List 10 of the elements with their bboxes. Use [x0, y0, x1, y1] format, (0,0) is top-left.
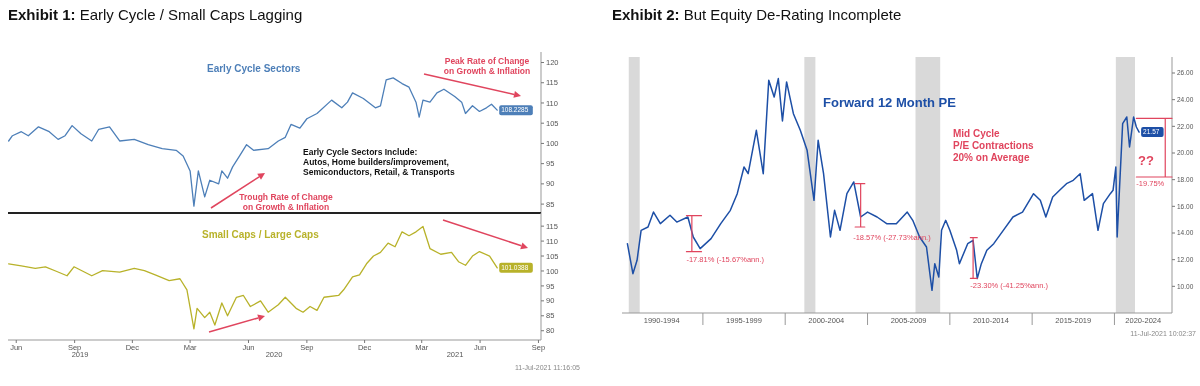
annotation: Early Cycle Sectors Include: Autos, Home builders/improvement, Semiconductors, Retail, & Transports	[303, 147, 455, 178]
annotation: Mid Cycle P/E Contractions 20% on Average	[953, 128, 1034, 163]
annotation: ??	[1138, 153, 1154, 168]
text: Early Cycle Sectors	[207, 63, 301, 74]
chart-title: Exhibit 1: Early Cycle / Small Caps Lagging	[8, 6, 303, 23]
text: Forward 12 Month PE	[823, 95, 957, 110]
annotation: Peak Rate of Change on Growth & Inflation	[443, 56, 531, 77]
chart-title: Exhibit 2: But Equity De-Rating Incomplete	[612, 6, 902, 23]
annotation: Trough Rate of Change on Growth & Inflation	[239, 192, 334, 213]
text: Small Caps / Large Caps	[202, 229, 320, 240]
